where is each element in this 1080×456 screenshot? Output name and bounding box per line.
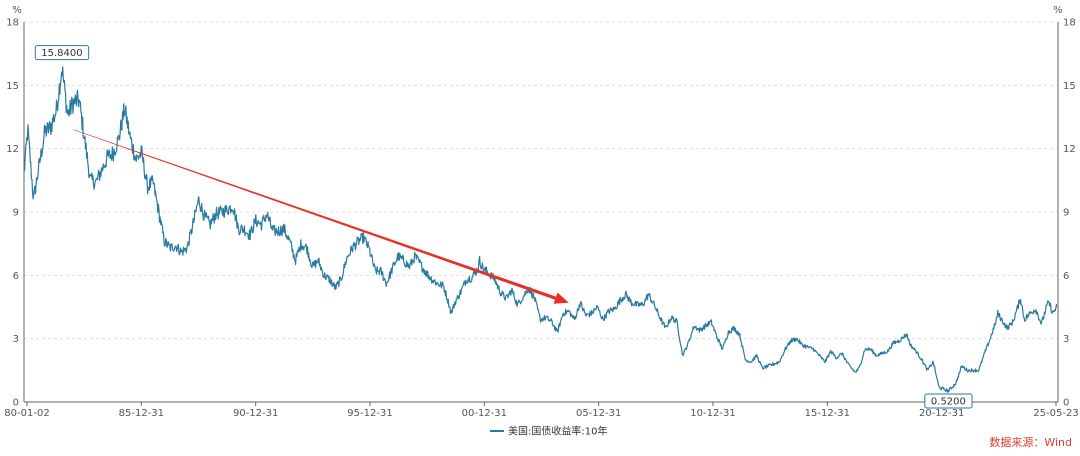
x-tick-label: 85-12-31 <box>119 408 164 419</box>
y-tick-label-right: 3 <box>1063 334 1069 345</box>
x-tick-label: 10-12-31 <box>690 408 735 419</box>
trend-arrow <box>73 129 569 304</box>
callout-layer: 15.8400 0.5200 <box>34 45 973 409</box>
y-tick-label-right: 9 <box>1063 208 1069 219</box>
y-tick-label-left: 6 <box>13 271 19 282</box>
left-y-tick-labels: 0 3 6 9 12 15 18 <box>6 18 19 409</box>
callout-label: 15.8400 <box>41 48 82 59</box>
x-tick-label: 05-12-31 <box>576 408 621 419</box>
x-tick-label: 80-01-02 <box>4 408 49 419</box>
data-source-note: 数据来源：Wind <box>989 436 1072 449</box>
right-y-tick-labels: 0 3 6 9 12 15 18 <box>1063 18 1076 409</box>
left-axis-unit: % <box>12 5 22 16</box>
x-tick-label: 95-12-31 <box>347 408 392 419</box>
y-tick-label-right: 6 <box>1063 271 1069 282</box>
legend[interactable]: 美国:国债收益率:10年 <box>490 425 607 438</box>
series-layer <box>23 66 1058 393</box>
grid-lines <box>24 21 1058 340</box>
y-tick-label-left: 12 <box>6 144 19 155</box>
x-tick-label: 00-12-31 <box>462 408 507 419</box>
x-tick-label: 15-12-31 <box>805 408 850 419</box>
callout-label: 0.5200 <box>931 397 966 408</box>
trend-arrow-layer <box>73 129 569 304</box>
callout-box <box>924 393 973 409</box>
y-tick-label-left: 15 <box>6 81 19 92</box>
y-tick-label-left: 18 <box>6 18 19 29</box>
series-line-us-10y-yield <box>23 66 1058 393</box>
x-tick-label: 20-12-31 <box>919 408 964 419</box>
x-tick-labels: 80-01-02 85-12-31 90-12-31 95-12-31 00-12-31… <box>4 402 1079 419</box>
legend-label: 美国:国债收益率:10年 <box>508 425 607 438</box>
y-tick-label-left: 0 <box>13 398 19 409</box>
x-tick-label: 25-05-23 <box>1033 408 1078 419</box>
axes <box>23 22 1059 403</box>
right-axis-unit: % <box>1053 5 1063 16</box>
x-tick-label: 90-12-31 <box>233 408 278 419</box>
y-tick-label-right: 12 <box>1063 144 1076 155</box>
callout-box <box>34 45 90 61</box>
y-tick-label-left: 9 <box>13 208 19 219</box>
y-tick-label-right: 0 <box>1063 398 1069 409</box>
y-tick-label-right: 15 <box>1063 81 1076 92</box>
y-tick-label-left: 3 <box>13 334 19 345</box>
y-tick-label-right: 18 <box>1063 18 1076 29</box>
